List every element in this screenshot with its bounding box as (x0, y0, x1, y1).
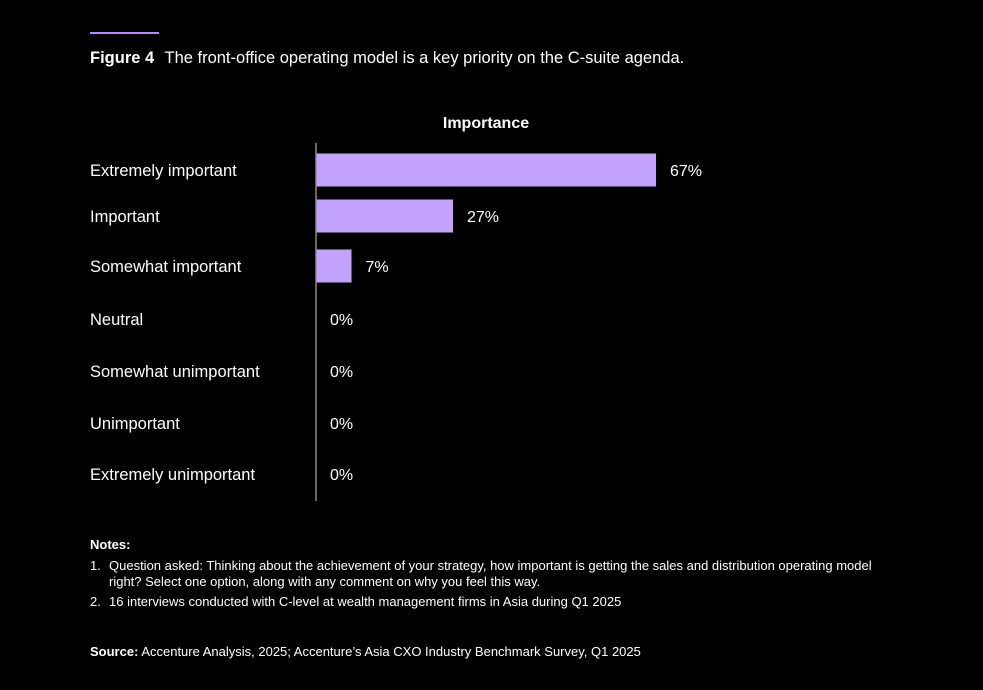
value-label: 27% (467, 209, 499, 226)
bar (316, 153, 656, 187)
category-label: Somewhat important (90, 258, 242, 276)
note-item: 1. Question asked: Thinking about the ac… (90, 558, 890, 590)
category-label: Somewhat unimportant (90, 363, 260, 381)
category-label: Extremely unimportant (90, 466, 255, 484)
value-label: 67% (670, 163, 702, 180)
source-label: Source: (90, 644, 139, 659)
note-number: 2. (90, 594, 101, 609)
notes-section: Notes: 1. Question asked: Thinking about… (90, 537, 890, 614)
note-text: Question asked: Thinking about the achie… (109, 558, 872, 589)
value-label: 7% (366, 259, 389, 276)
figure-title-text: The front-office operating model is a ke… (164, 49, 685, 67)
source-text: Accenture Analysis, 2025; Accenture’s As… (141, 644, 641, 659)
category-label: Neutral (90, 311, 143, 329)
source-line: Source: Accenture Analysis, 2025; Accent… (90, 644, 641, 660)
note-text: 16 interviews conducted with C-level at … (109, 594, 622, 609)
notes-heading: Notes: (90, 537, 131, 552)
value-label: 0% (330, 364, 353, 381)
accent-rule (90, 32, 159, 34)
value-label: 0% (330, 416, 353, 433)
category-label: Unimportant (90, 415, 180, 433)
figure-label: Figure 4 (90, 49, 155, 67)
bar (316, 199, 454, 233)
importance-bar-chart: Importance Extremely important 67% Importa… (90, 115, 702, 501)
bars-layer: Extremely important 67% Important 27% Somewh… (90, 153, 702, 484)
note-item: 2. 16 interviews conducted with C-level … (90, 594, 890, 610)
value-label: 0% (330, 467, 353, 484)
figure-title: Figure 4 The front-office operating mode… (90, 48, 684, 68)
value-label: 0% (330, 312, 353, 329)
bar (316, 249, 352, 283)
category-label: Important (90, 208, 160, 226)
chart-title: Importance (443, 115, 529, 132)
category-label: Extremely important (90, 162, 237, 180)
note-number: 1. (90, 558, 101, 573)
